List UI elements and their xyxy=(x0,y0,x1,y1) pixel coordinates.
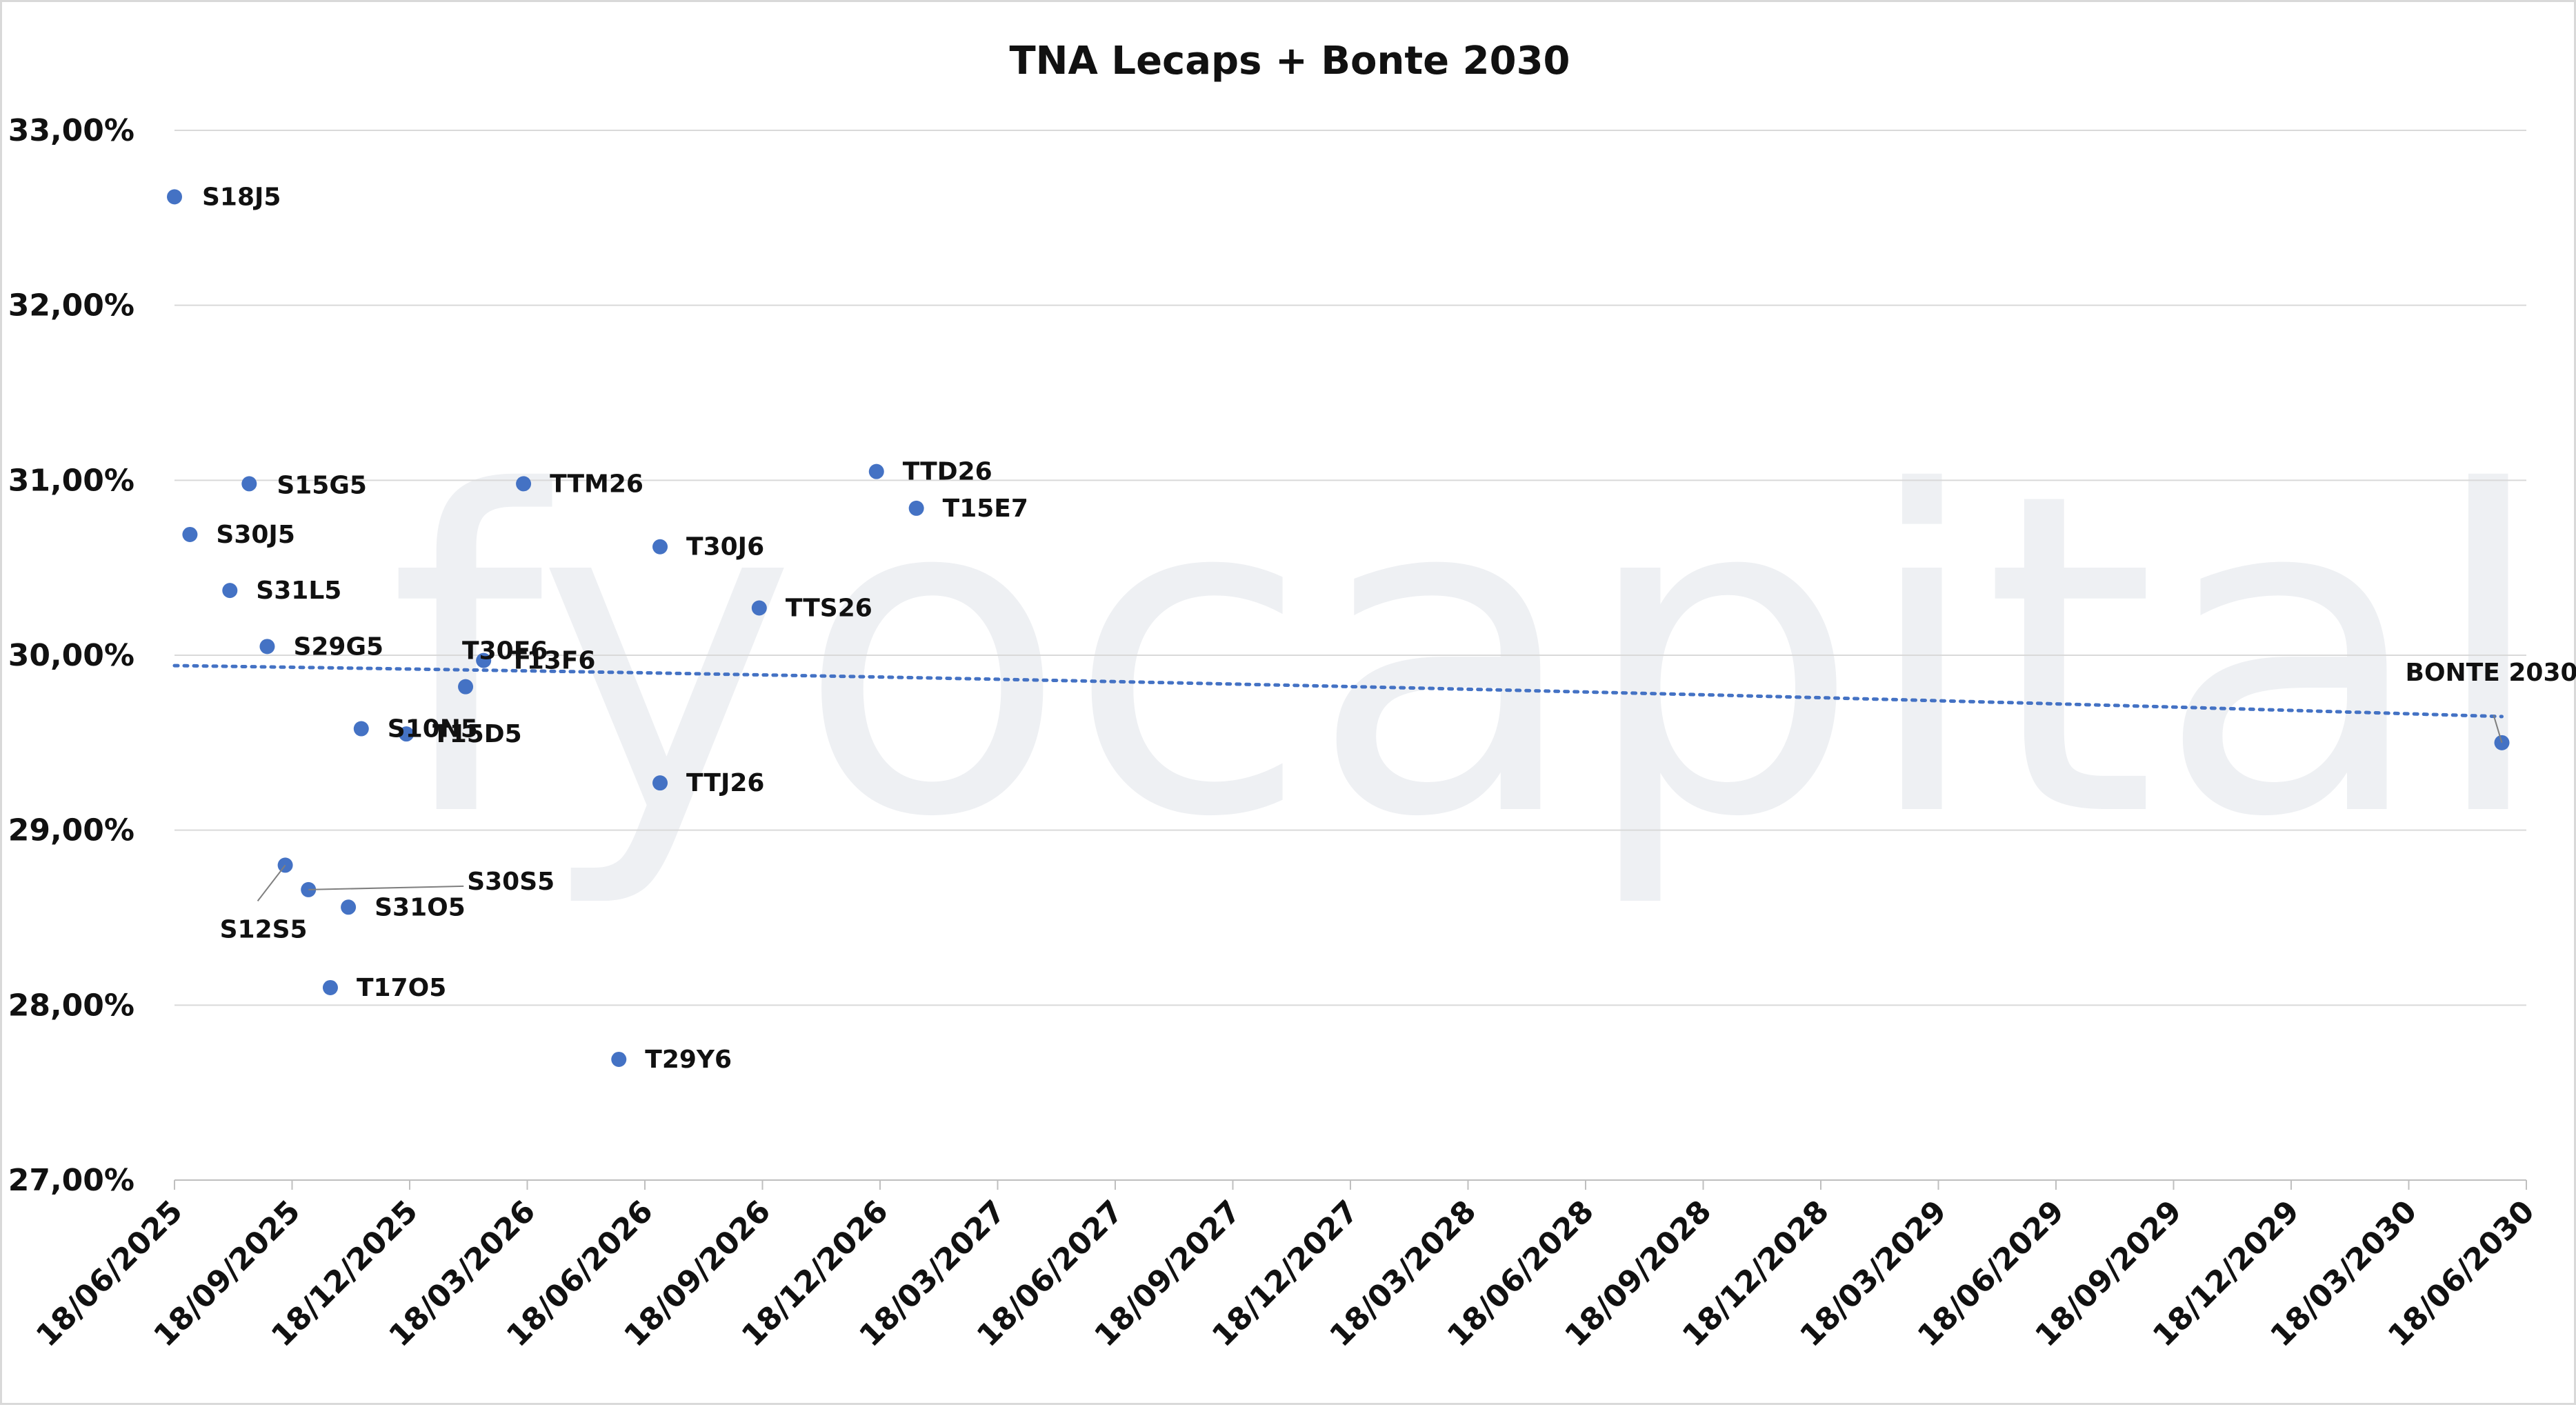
label-leader-line xyxy=(308,885,464,890)
point-label: T17O5 xyxy=(357,974,446,1002)
point-label: S30J5 xyxy=(216,521,294,549)
chart-title: TNA Lecaps + Bonte 2030 xyxy=(1009,39,1570,83)
y-tick-label: 28,00% xyxy=(8,988,134,1023)
data-point xyxy=(341,899,357,915)
data-point xyxy=(399,726,415,742)
point-label: TTD26 xyxy=(903,458,992,486)
point-label: TTM26 xyxy=(550,470,643,498)
point-label: T30J6 xyxy=(686,533,764,561)
point-label: S10N5 xyxy=(388,715,478,744)
y-tick-label: 32,00% xyxy=(8,288,134,323)
point-label: S29G5 xyxy=(293,632,383,661)
point-label: S15G5 xyxy=(277,471,367,499)
y-tick-label: 29,00% xyxy=(8,813,134,848)
data-point xyxy=(516,476,532,492)
point-label: T30E6 xyxy=(462,637,548,666)
watermark-layer: fyocapital xyxy=(388,399,2549,913)
trendline-layer xyxy=(172,663,2504,719)
data-point xyxy=(652,775,668,791)
data-point xyxy=(222,583,238,599)
data-point xyxy=(259,639,275,655)
point-label: S31O5 xyxy=(375,893,466,921)
trendline xyxy=(172,663,2504,719)
watermark-text: fyocapital xyxy=(388,399,2549,913)
point-label: T15D5 xyxy=(432,720,522,748)
data-point xyxy=(908,500,924,516)
data-point xyxy=(458,679,474,695)
data-point xyxy=(182,526,198,542)
y-tick-label: 33,00% xyxy=(8,113,134,148)
data-point xyxy=(751,600,767,616)
point-label: BONTE 2030 xyxy=(2406,659,2576,687)
point-labels-layer: S18J5 S30J5 S31L5 S15G5 S29G5 S12S5 S30S5 T17O5… xyxy=(202,183,2576,1074)
point-label: T29Y6 xyxy=(645,1046,732,1074)
data-point xyxy=(322,979,338,995)
point-label: S30S5 xyxy=(467,868,555,896)
point-label: S31L5 xyxy=(256,577,341,605)
label-leader-line xyxy=(2493,715,2503,744)
point-label: TTJ26 xyxy=(686,769,764,797)
label-leader-line xyxy=(257,864,286,902)
data-point xyxy=(652,539,668,555)
data-point xyxy=(167,189,182,205)
point-label: S18J5 xyxy=(202,183,281,211)
data-point xyxy=(241,476,257,492)
data-point xyxy=(476,652,492,668)
point-label: TTS26 xyxy=(786,595,872,623)
data-point xyxy=(353,721,369,737)
data-point xyxy=(611,1051,627,1067)
y-tick-label: 31,00% xyxy=(8,463,134,498)
data-point xyxy=(868,463,884,479)
point-label: S12S5 xyxy=(220,915,308,944)
y-tick-label: 30,00% xyxy=(8,638,134,673)
y-tick-label: 27,00% xyxy=(8,1163,134,1198)
grid-layer xyxy=(174,130,2526,1006)
point-label: T15E7 xyxy=(943,495,1028,523)
point-label: T13F6 xyxy=(510,647,595,675)
points-layer xyxy=(167,189,2510,1067)
